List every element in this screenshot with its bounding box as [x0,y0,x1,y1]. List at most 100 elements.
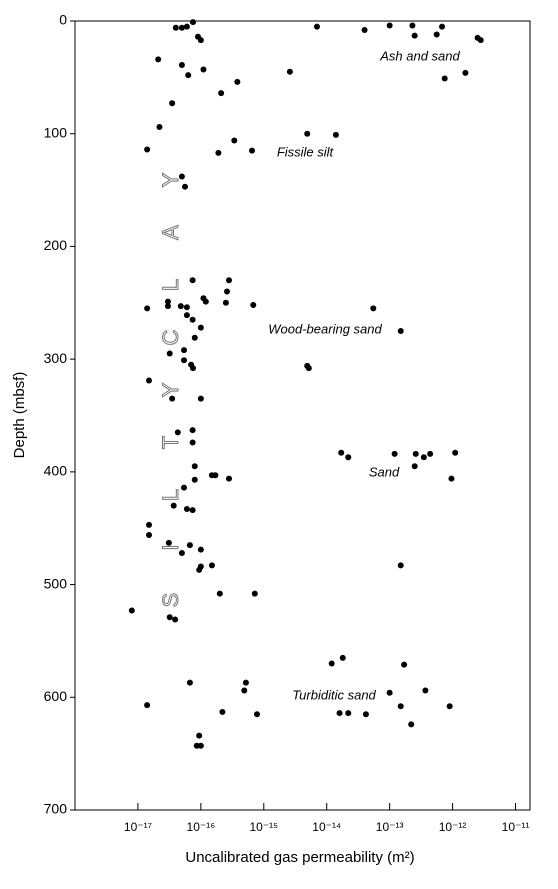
data-point [313,23,320,30]
vertical-letter: L [158,489,183,501]
data-point [304,130,311,137]
data-point [448,475,455,482]
data-point [146,521,153,528]
vertical-letter: C [158,329,183,345]
plot-frame [74,20,531,811]
data-point [178,550,185,557]
data-point [191,476,198,483]
data-point [183,23,190,30]
data-point [197,742,204,749]
data-point [336,710,343,717]
x-tick-label: 10⁻¹⁵ [249,820,278,834]
data-point [338,449,345,456]
y-tick-label: 300 [44,350,68,366]
vertical-letter: I [158,544,183,550]
data-point [222,299,229,306]
data-point [361,27,368,34]
data-point [408,721,415,728]
annotation: Turbiditic sand [292,687,376,702]
data-point [305,365,312,372]
data-point [197,395,204,402]
data-point [166,614,173,621]
data-point [165,539,172,546]
vertical-letter: S [158,593,183,608]
data-point [166,350,173,357]
data-point [219,708,226,715]
data-point [189,19,196,26]
data-point [155,56,162,63]
data-point [370,305,377,312]
data-point [339,654,346,661]
data-point [189,277,196,284]
data-point [452,449,459,456]
vertical-letter: Y [158,382,183,397]
data-point [225,277,232,284]
data-point [391,450,398,457]
data-point [186,542,193,549]
data-point [146,531,153,538]
data-point [144,305,151,312]
data-point [223,288,230,295]
data-point [196,732,203,739]
data-point [182,183,189,190]
data-point [191,463,198,470]
data-point [401,661,408,668]
data-point [345,710,352,717]
x-tick-label: 10⁻¹² [439,820,467,834]
data-point [196,566,203,573]
data-point [242,679,249,686]
data-point [178,61,185,68]
data-point [183,304,190,311]
data-point [433,31,440,38]
y-axis-label: Depth (mbsf) [11,372,28,459]
data-point [197,37,204,44]
data-point [200,66,207,73]
data-point [215,149,222,156]
data-point [328,660,335,667]
data-point [186,679,193,686]
y-tick-label: 100 [44,124,68,140]
x-tick-label: 10⁻¹³ [376,820,404,834]
data-point [156,123,163,130]
data-point [189,365,196,372]
y-tick-label: 600 [44,688,68,704]
data-point [422,687,429,694]
data-point [286,68,293,75]
data-point [218,90,225,97]
data-point [397,327,404,334]
data-point [193,742,200,749]
data-point [144,702,151,709]
data-point [191,334,198,341]
data-point [189,439,196,446]
annotation: Sand [369,464,400,479]
data-point [439,23,446,30]
data-point [249,147,256,154]
data-point [172,616,179,623]
data-point [183,506,190,513]
data-point [189,507,196,514]
data-point [462,69,469,76]
data-point [178,173,185,180]
data-point [170,502,177,509]
data-point [409,22,416,29]
data-point [397,703,404,710]
data-point [477,37,484,44]
annotation: Ash and sand [379,48,460,63]
y-tick-label: 700 [44,801,68,817]
data-point [253,711,260,718]
data-point [251,590,258,597]
y-tick-label: 0 [59,12,67,28]
x-tick-label: 10⁻¹⁷ [124,820,152,834]
y-tick-label: 400 [44,463,68,479]
data-point [208,562,215,569]
data-point [146,377,153,384]
data-point [181,347,188,354]
x-tick-label: 10⁻¹⁶ [187,820,216,834]
vertical-letter: A [158,225,183,240]
annotation: Fissile silt [277,144,335,159]
data-point [189,316,196,323]
data-point [169,395,176,402]
data-point [189,427,196,434]
data-point [216,590,223,597]
